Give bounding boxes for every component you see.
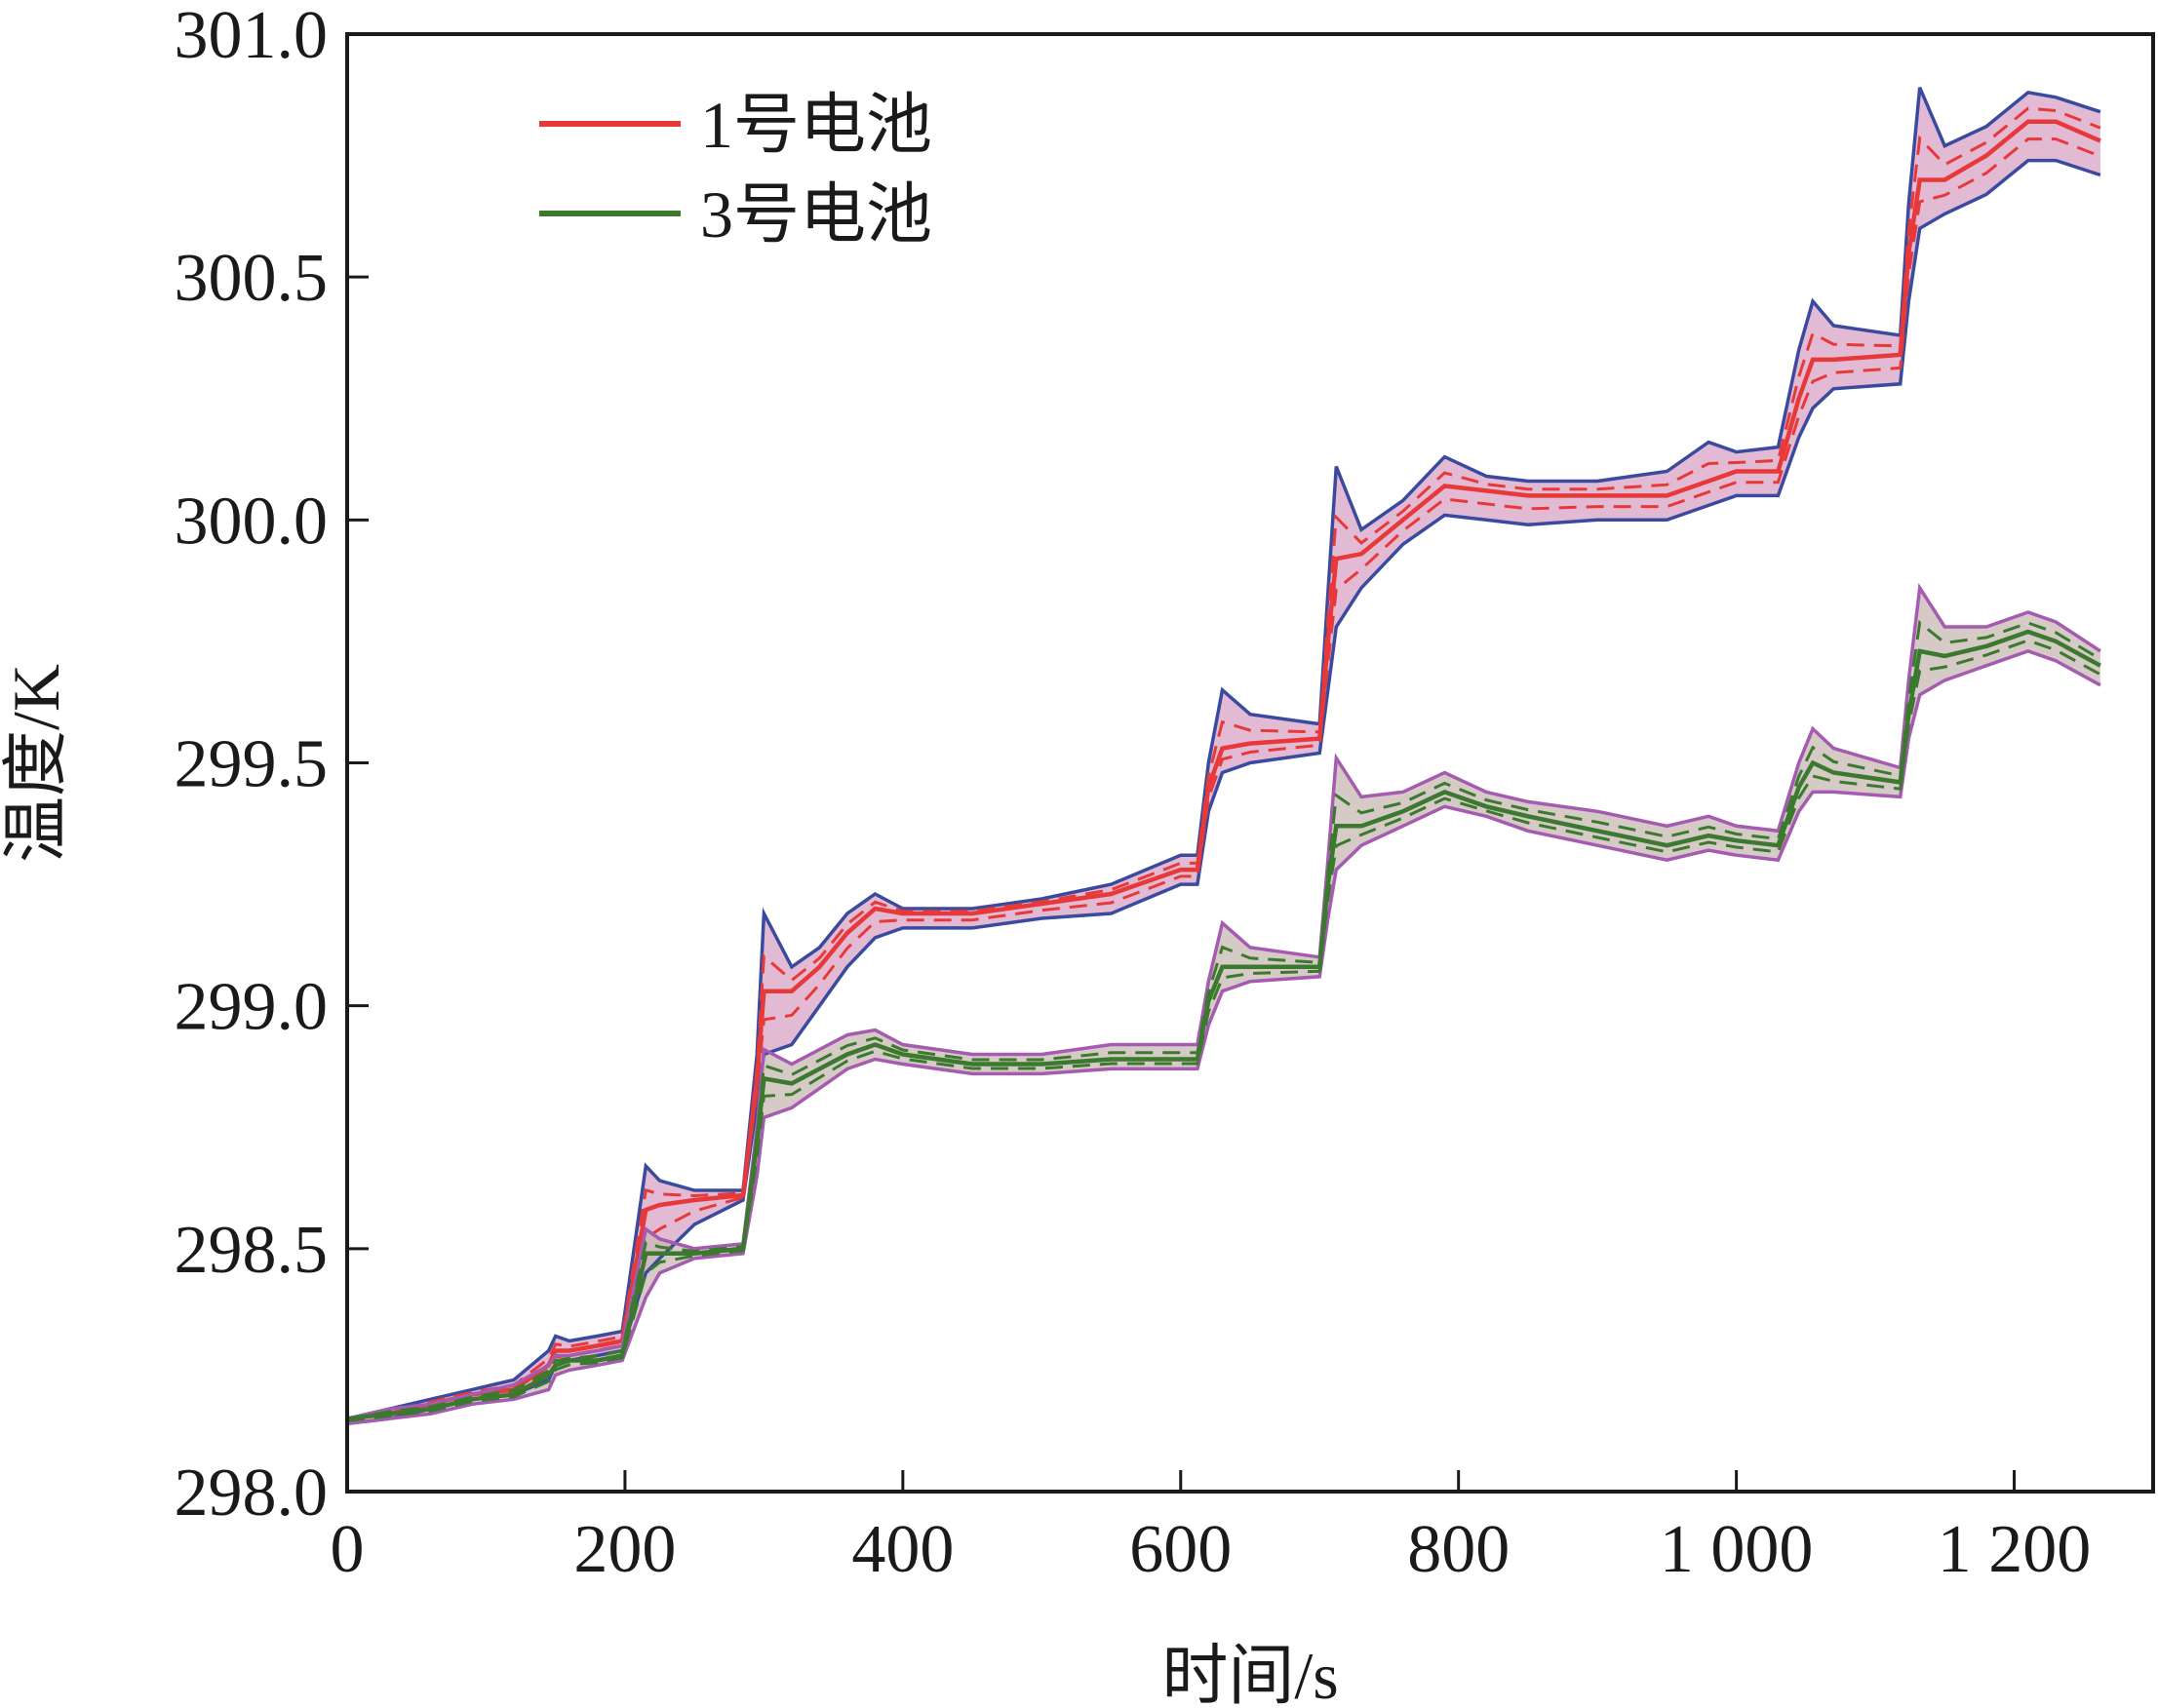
legend: 1号电池 3号电池 — [539, 88, 932, 252]
x-tick-label: 1 200 — [1938, 1512, 2092, 1587]
x-tick-label: 200 — [573, 1512, 676, 1587]
y-tick-label: 300.0 — [175, 484, 329, 559]
y-tick-label: 298.0 — [175, 1456, 329, 1531]
series-2-line — [346, 629, 2101, 1421]
legend-label: 3号电池 — [700, 177, 932, 252]
x-tick-label: 0 — [331, 1512, 365, 1587]
series-2-dashed-upper — [346, 619, 2101, 1420]
error-bands — [347, 87, 2100, 1424]
series-1-line — [346, 119, 2101, 1421]
x-tick-label: 400 — [851, 1512, 954, 1587]
series-2-band — [347, 588, 2100, 1424]
y-tick-label: 299.5 — [175, 727, 329, 802]
y-axis: 298.0 298.5 299.0 299.5 300.0 300.5 301.0 — [175, 0, 369, 1531]
x-axis: 0 200 400 600 800 1 000 1 200 — [331, 1470, 2092, 1587]
series-2-lower-line — [346, 649, 2101, 1425]
y-axis-title: 温度/K — [0, 664, 73, 863]
x-axis-title: 时间/s — [1161, 1639, 1338, 1708]
x-tick-label: 600 — [1129, 1512, 1232, 1587]
y-tick-label: 298.5 — [175, 1213, 329, 1288]
x-tick-label: 800 — [1407, 1512, 1510, 1587]
x-tick-label: 1 000 — [1660, 1512, 1814, 1587]
series-2-upper-line — [346, 583, 2101, 1421]
series-1-upper-line — [346, 87, 2101, 1421]
y-tick-label: 299.0 — [175, 970, 329, 1045]
series-1-dashed-upper — [346, 106, 2101, 1420]
series-lines — [346, 87, 2101, 1425]
series-1-band — [347, 87, 2100, 1424]
legend-label: 1号电池 — [700, 88, 932, 162]
y-tick-label: 300.5 — [175, 241, 329, 316]
y-tick-label: 301.0 — [175, 0, 329, 73]
